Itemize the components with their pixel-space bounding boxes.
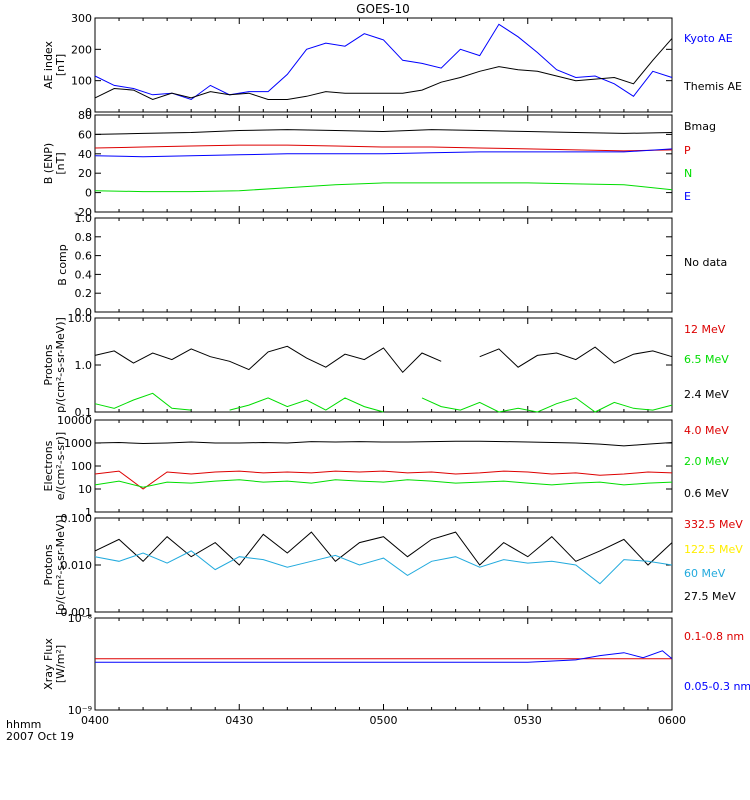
panel-frame <box>94 217 673 313</box>
y-tick-label: 200 <box>71 43 92 56</box>
time-axis-label: hhmm <box>6 718 41 731</box>
legend-entry: N <box>684 167 692 180</box>
series-line-2-0-mev <box>94 470 673 490</box>
y-tick-label: 0.0 <box>75 306 93 319</box>
panel-frame <box>94 17 673 113</box>
y-tick-label: 1.0 <box>75 359 93 372</box>
series-line-27-5-mev <box>94 531 673 566</box>
panel-protons_hi: 0.001 0.010 0.100 Protons [p/(cm²-s-sr-MeV)]… <box>42 512 743 619</box>
legend-entry: Kyoto AE <box>684 32 733 45</box>
legend-entry: 60 MeV <box>684 567 726 580</box>
legend-entry: 2.4 MeV <box>684 388 729 401</box>
y-tick-label: 20 <box>78 167 92 180</box>
y-tick-label: 0.2 <box>75 287 93 300</box>
y-tick-label: 80 <box>78 109 92 122</box>
legend-entry: 0.1-0.8 nm <box>684 630 744 643</box>
y-tick-label: 10⁻⁹ <box>68 704 92 717</box>
panel-xray: 10⁻⁹ 10⁻⁸ 0400 0430 0500 0530 0600 Xray Flux [W/… <box>42 612 750 727</box>
panel-frame <box>94 617 673 711</box>
y-tick-label: 60 <box>78 128 92 141</box>
panel-frame <box>94 114 673 213</box>
series-line-6-5-mev <box>94 392 673 413</box>
x-tick-label: 0400 <box>81 714 109 727</box>
legend-entry: 2.0 MeV <box>684 455 729 468</box>
panel-frame <box>94 317 673 413</box>
y-axis-label: e/(cm²-s-sr)] <box>54 432 67 500</box>
y-tick-label: 0 <box>85 187 92 200</box>
series-line-0-6-mev <box>94 440 673 447</box>
series-line-bmag <box>94 129 673 135</box>
y-tick-label: 0.001 <box>61 606 93 619</box>
y-tick-label: 10000 <box>57 414 92 427</box>
y-tick-label: 10.0 <box>68 312 93 325</box>
x-tick-label: 0430 <box>225 714 253 727</box>
legend-entry: Themis AE <box>683 80 742 93</box>
y-axis-label: Protons <box>42 344 55 385</box>
panel-bcomp: 0.0 0.2 0.4 0.6 0.8 1.0 B comp No data <box>56 212 727 319</box>
y-tick-label: 300 <box>71 12 92 25</box>
y-axis-label: Protons <box>42 544 55 585</box>
plot-title: GOES-10 <box>356 2 410 16</box>
legend-entry: Bmag <box>684 120 716 133</box>
y-axis-label: [nT] <box>54 54 67 76</box>
panel-benp: -20 0 20 40 60 80 B (ENP) [nT] Bmag PNE <box>42 109 716 219</box>
y-tick-label: 0.100 <box>61 512 93 525</box>
panel-protons_mev: 0.1 1.0 10.0 Protons p/(cm²-s-sr-MeV)] 12 MeV… <box>42 312 729 419</box>
y-axis-label: [p/(cm²-s-sr-MeV)] <box>54 515 67 615</box>
y-tick-label: 0.8 <box>75 231 93 244</box>
x-tick-label: 0600 <box>658 714 686 727</box>
y-tick-label: 100 <box>71 460 92 473</box>
series-line-p <box>94 144 673 152</box>
y-tick-label: 0.6 <box>75 250 93 263</box>
series-line-4-0-mev <box>94 479 673 488</box>
series-line-themis-ae <box>94 38 673 101</box>
y-tick-label: 0.1 <box>75 406 93 419</box>
y-tick-label: 1.0 <box>75 212 93 225</box>
series-line-2-4-mev <box>94 345 673 374</box>
legend-entry: 332.5 MeV <box>684 518 743 531</box>
y-axis-label: B comp <box>56 244 69 286</box>
y-tick-label: 100 <box>71 75 92 88</box>
legend-entry: 4.0 MeV <box>684 424 729 437</box>
y-tick-label: 1000 <box>64 437 92 450</box>
panel-frame <box>94 517 673 613</box>
y-tick-label: 0 <box>85 106 92 119</box>
legend-entry: P <box>684 144 691 157</box>
y-tick-label: 1 <box>85 506 92 519</box>
series-line-60-mev <box>94 550 673 585</box>
y-tick-label: -20 <box>74 206 92 219</box>
y-axis-label: p/(cm²-s-sr-MeV)] <box>54 317 67 413</box>
y-axis-label: Electrons <box>42 440 55 491</box>
legend-entry: No data <box>684 256 727 269</box>
legend-entry: 0.6 MeV <box>684 487 729 500</box>
panel-ae: 0 100 200 300 AE index [nT] Kyoto AE Themis AE <box>42 12 742 119</box>
date-label: 2007 Oct 19 <box>6 730 74 743</box>
y-tick-label: 0.010 <box>61 559 93 572</box>
y-tick-label: 10⁻⁸ <box>68 612 93 625</box>
x-tick-label: 0530 <box>514 714 542 727</box>
x-tick-label: 0500 <box>370 714 398 727</box>
legend-entry: E <box>684 190 691 203</box>
legend-entry: 0.05-0.3 nm <box>684 680 750 693</box>
series-line-n <box>94 182 673 193</box>
series-line-kyoto-ae <box>94 23 673 101</box>
y-tick-label: 0.4 <box>75 268 93 281</box>
panel-frame <box>94 419 673 513</box>
series-line-e <box>94 148 673 158</box>
y-tick-label: 40 <box>78 148 92 161</box>
series-line-0-05-0-3-nm <box>95 650 673 663</box>
y-axis-label: [W/m²] <box>54 645 67 683</box>
y-axis-label: Xray Flux <box>42 638 55 690</box>
y-axis-label: B (ENP) <box>42 143 55 184</box>
legend-entry: 6.5 MeV <box>684 353 729 366</box>
y-axis-label: [nT] <box>54 152 67 174</box>
legend-entry: 122.5 MeV <box>684 543 743 556</box>
legend-entry: 12 MeV <box>684 323 726 336</box>
legend-entry: 27.5 MeV <box>684 590 736 603</box>
y-tick-label: 10 <box>78 483 92 496</box>
y-axis-label: AE index <box>42 40 55 89</box>
